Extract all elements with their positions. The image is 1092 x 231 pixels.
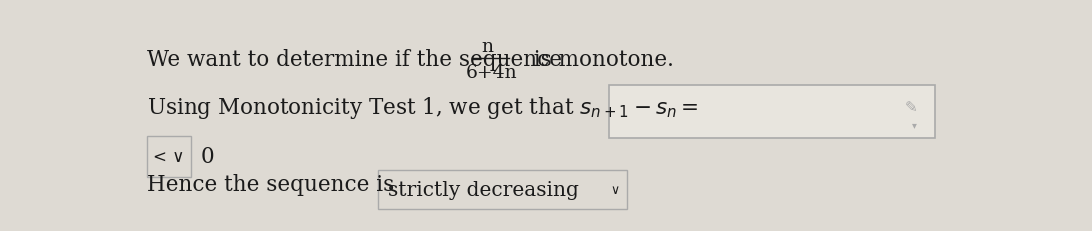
Text: We want to determine if the sequence: We want to determine if the sequence: [146, 49, 575, 71]
FancyBboxPatch shape: [146, 136, 191, 177]
Text: 6+4n: 6+4n: [466, 64, 518, 82]
Text: strictly decreasing: strictly decreasing: [388, 180, 579, 199]
Text: < ∨: < ∨: [153, 148, 185, 165]
Text: is monotone.: is monotone.: [520, 49, 674, 71]
Text: ▾: ▾: [912, 120, 916, 130]
FancyBboxPatch shape: [378, 170, 627, 209]
Text: n: n: [482, 37, 494, 55]
FancyBboxPatch shape: [608, 85, 935, 139]
Text: ∨: ∨: [610, 183, 619, 196]
Text: Hence the sequence is: Hence the sequence is: [146, 173, 394, 195]
Text: Using Monotonicity Test 1, we get that $s_{n+1} - s_n =$: Using Monotonicity Test 1, we get that $…: [146, 95, 699, 121]
Text: ✎: ✎: [904, 99, 917, 114]
Text: 0: 0: [201, 146, 214, 168]
